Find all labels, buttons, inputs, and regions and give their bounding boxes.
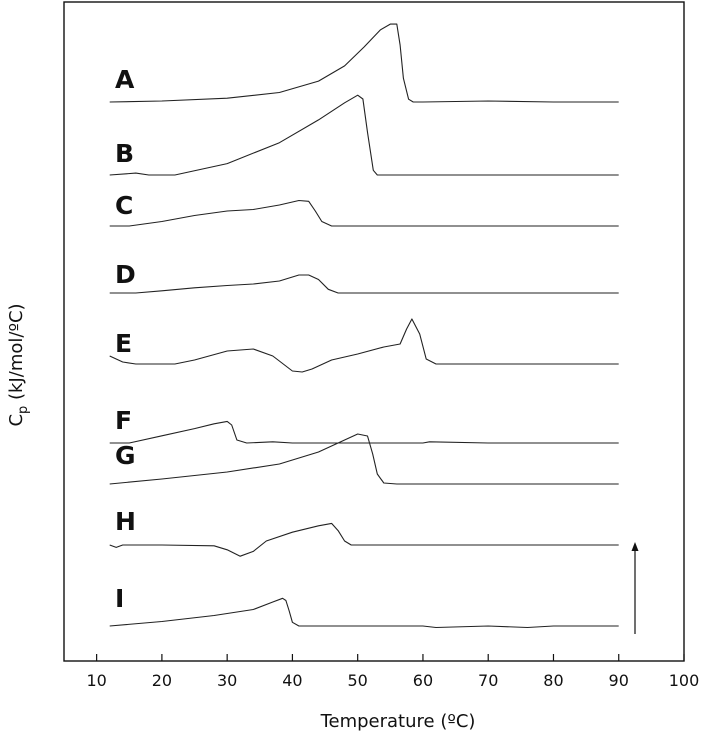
x-tick-label: 100 — [669, 671, 700, 690]
curve-i — [109, 597, 619, 629]
plot-area-border — [63, 1, 685, 662]
plot-frame — [63, 1, 685, 662]
curve-label-b: B — [115, 139, 134, 168]
curve-f — [109, 420, 619, 444]
x-tick-label: 70 — [478, 671, 498, 690]
x-tick-label: 10 — [86, 671, 106, 690]
x-tick-label: 40 — [282, 671, 302, 690]
curve-label-h: H — [115, 507, 136, 536]
scale-arrow-head — [631, 542, 639, 551]
curve-label-c: C — [115, 191, 133, 220]
x-tick-label: 50 — [348, 671, 368, 690]
x-tick-label: 60 — [413, 671, 433, 690]
curve-e — [109, 318, 619, 373]
curve-g — [109, 433, 619, 485]
y-axis-label: Cp (kJ/mol/ºC) — [6, 303, 31, 426]
curve-c — [109, 199, 619, 227]
curve-d — [109, 274, 619, 294]
curve-label-d: D — [115, 260, 136, 289]
curve-label-e: E — [115, 329, 132, 358]
x-axis-tick-labels: 10 20 30 40 50 60 70 80 90 100 — [86, 671, 699, 690]
curve-label-a: A — [115, 65, 135, 94]
x-axis-ticks — [96, 654, 685, 661]
curve-label-f: F — [115, 406, 132, 435]
scale-arrow — [631, 542, 639, 634]
x-tick-label: 90 — [609, 671, 629, 690]
curve-h — [109, 522, 619, 557]
y-axis-label-units: (kJ/mol/ºC) — [6, 303, 27, 405]
x-axis-label: Temperature (ºC) — [320, 711, 476, 732]
x-tick-label: 20 — [152, 671, 172, 690]
x-tick-label: 30 — [217, 671, 237, 690]
curve-labels: A BC D E FG H I — [115, 65, 136, 613]
curve-a — [109, 23, 619, 103]
curve-label-g: G — [115, 441, 136, 470]
curve-label-i: I — [115, 584, 124, 613]
curve-b — [109, 94, 619, 176]
y-axis-label-subscript: p — [16, 406, 31, 414]
x-tick-label: 80 — [543, 671, 563, 690]
y-axis-label-symbol: C — [6, 414, 27, 427]
curves — [109, 23, 619, 629]
